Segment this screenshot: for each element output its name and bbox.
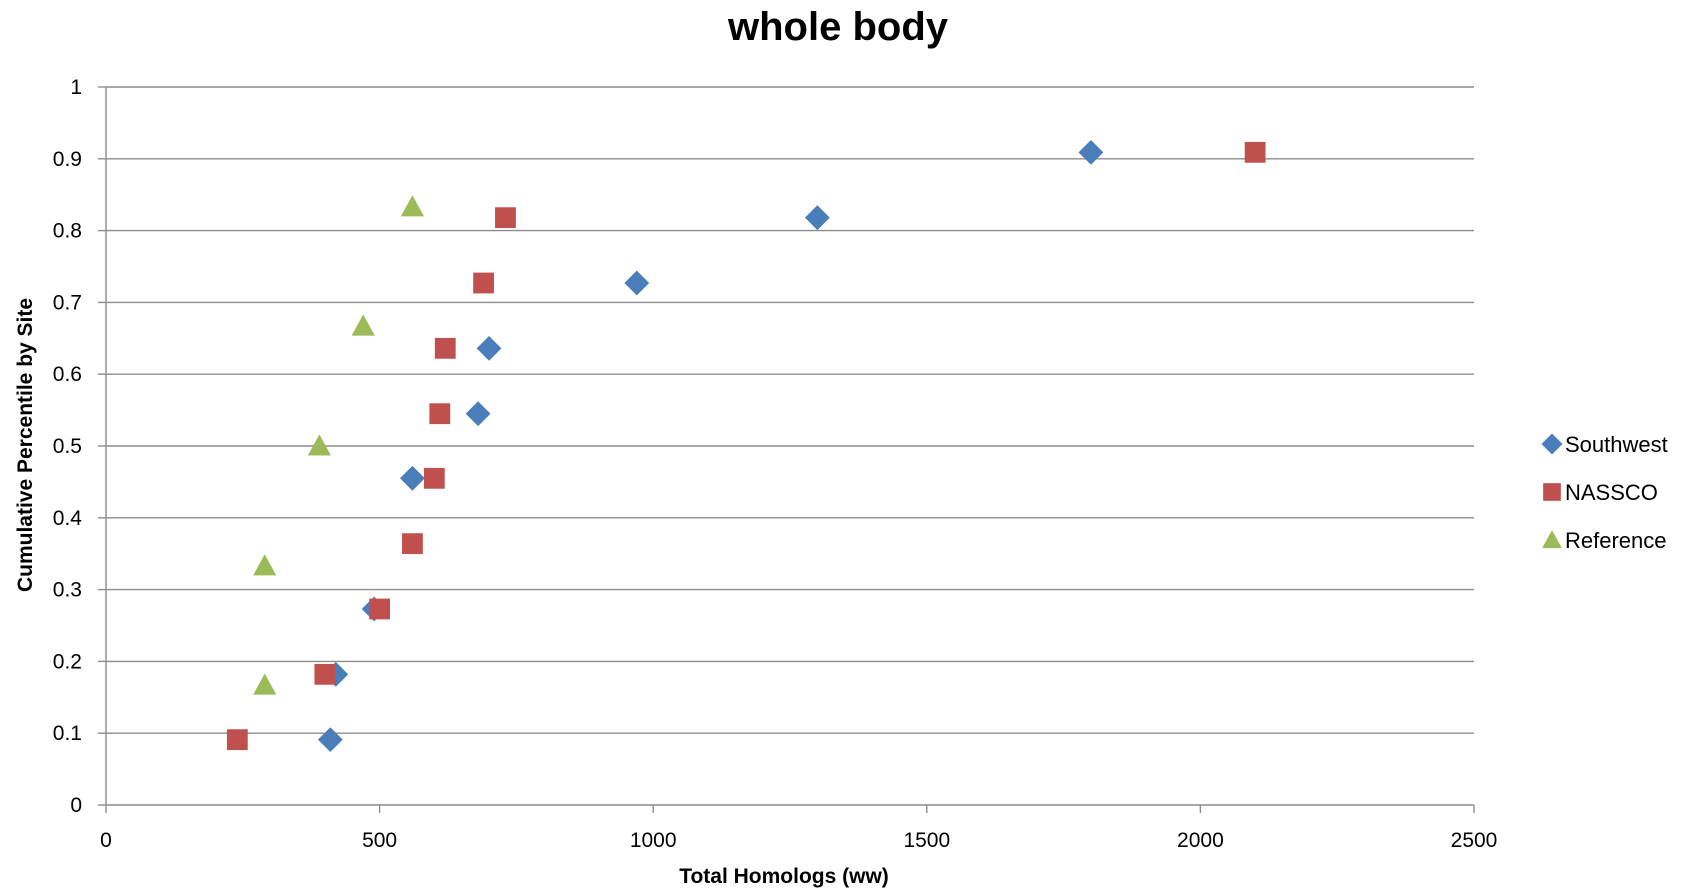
legend-label-southwest: Southwest	[1565, 432, 1668, 457]
y-tick-label: 1	[70, 76, 82, 99]
southwest-point	[318, 727, 343, 752]
nassco-point	[402, 533, 423, 554]
reference-point	[253, 673, 276, 694]
x-tick-label: 0	[100, 829, 112, 852]
nassco-point	[495, 207, 516, 228]
southwest-point	[466, 401, 491, 426]
y-tick-label: 0.3	[53, 579, 82, 602]
x-axis-title: Total Homologs (ww)	[679, 865, 889, 888]
nassco-point	[369, 599, 390, 620]
nassco-point	[424, 468, 445, 489]
nassco-point	[314, 664, 335, 685]
southwest-point	[805, 205, 830, 230]
southwest-point	[400, 466, 425, 491]
x-tick-label: 1500	[903, 829, 950, 852]
nassco-point	[429, 403, 450, 424]
y-tick-label: 0.5	[53, 435, 82, 458]
legend-marker-nassco	[1543, 483, 1561, 501]
x-tick-label: 1000	[630, 829, 677, 852]
x-tick-label: 2000	[1177, 829, 1224, 852]
x-tick-label: 2500	[1451, 829, 1498, 852]
reference-point	[401, 195, 424, 216]
legend-marker-southwest	[1541, 433, 1562, 454]
legend-label-nassco: NASSCO	[1565, 480, 1658, 505]
southwest-point	[1079, 140, 1104, 165]
gridlines	[106, 87, 1474, 733]
axes	[98, 87, 1474, 813]
nassco-point	[227, 729, 248, 750]
y-tick-labels: 0 0.1 0.2 0.3 0.4 0.5 0.6 0.7 0.8 0.9 1	[53, 76, 83, 817]
reference-point	[308, 434, 331, 455]
southwest-point	[624, 271, 649, 296]
y-tick-label: 0.6	[53, 363, 82, 386]
legend: Southwest NASSCO Reference	[1541, 432, 1667, 553]
x-tick-labels: 0 500 1000 1500 2000 2500	[100, 829, 1497, 852]
chart-title: whole body	[727, 5, 949, 49]
reference-point	[253, 554, 276, 575]
y-tick-label: 0.4	[53, 507, 83, 530]
legend-marker-reference	[1542, 530, 1562, 548]
nassco-point	[473, 273, 494, 294]
y-tick-label: 0.7	[53, 291, 82, 314]
x-tick-label: 500	[362, 829, 397, 852]
y-tick-label: 0	[70, 794, 82, 817]
y-tick-label: 0.2	[53, 650, 82, 673]
y-tick-label: 0.8	[53, 220, 82, 243]
southwest-point	[477, 336, 502, 361]
legend-label-reference: Reference	[1565, 528, 1667, 553]
y-tick-label: 0.9	[53, 148, 82, 171]
nassco-point	[435, 338, 456, 359]
nassco-point	[1245, 142, 1266, 163]
reference-point	[352, 314, 375, 335]
y-tick-label: 0.1	[53, 722, 82, 745]
y-axis-title: Cumulative Percentile by Site	[14, 298, 37, 592]
